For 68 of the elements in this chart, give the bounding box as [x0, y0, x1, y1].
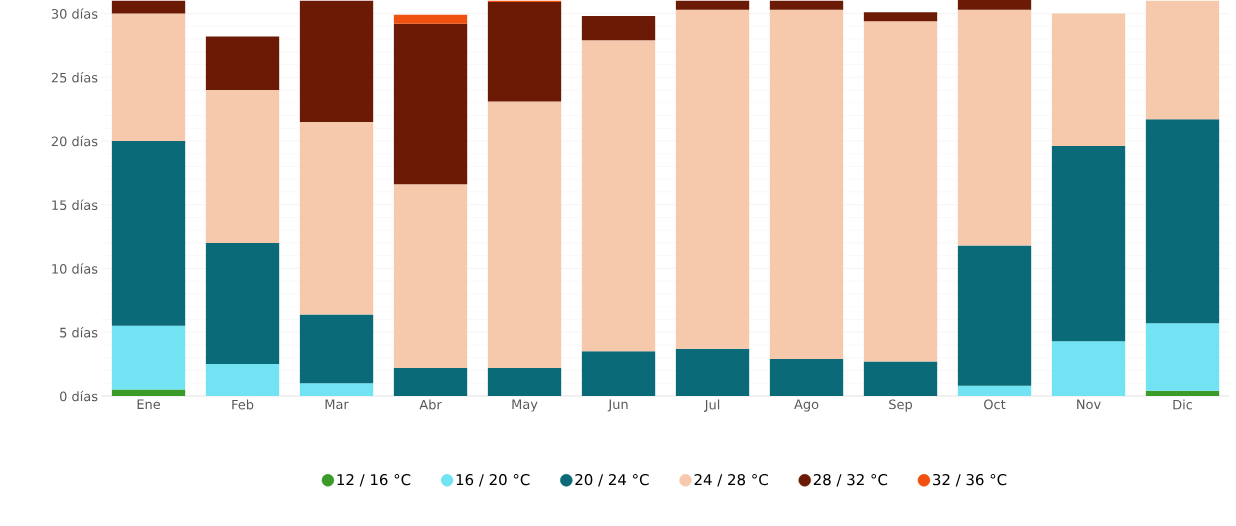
bar: [863, 12, 938, 22]
x-tick-label: Abr: [419, 399, 442, 410]
bar: [111, 13, 186, 142]
bar: [581, 16, 656, 41]
bar: [205, 36, 280, 91]
bar: [299, 383, 374, 396]
bar: [769, 9, 844, 359]
legend-label: 12 / 16 °C: [337, 473, 411, 487]
y-tick-label: 30 días: [51, 8, 98, 19]
bar: [863, 21, 938, 362]
bar: [675, 0, 750, 10]
bar: [769, 0, 844, 10]
bar: [393, 14, 468, 24]
legend-label: 20 / 24 °C: [575, 473, 649, 487]
bar: [205, 364, 280, 396]
bar: [205, 242, 280, 365]
bar: [111, 389, 186, 396]
bar: [1051, 146, 1126, 342]
bar: [675, 348, 750, 396]
y-tick-label: 0 días: [60, 390, 98, 402]
bar: [299, 0, 374, 122]
bar: [1145, 119, 1220, 324]
legend-label: 24 / 28 °C: [694, 473, 768, 487]
y-tick-label: 5 días: [60, 326, 98, 338]
x-tick-label: Ene: [137, 399, 161, 410]
legend-label: 32 / 36 °C: [933, 473, 1007, 487]
bar: [581, 351, 656, 396]
bar: [111, 141, 186, 326]
x-tick-label: Ago: [794, 399, 819, 412]
bar: [487, 101, 562, 368]
bar: [393, 367, 468, 396]
y-tick-label: 15 días: [52, 199, 98, 211]
x-tick-label: Dic: [1173, 399, 1193, 410]
bar: [299, 121, 374, 315]
y-tick-label: 25 días: [51, 72, 98, 83]
x-tick-label: Nov: [1077, 399, 1101, 410]
y-tick-label: 20 días: [51, 135, 98, 147]
bar: [957, 0, 1032, 10]
bar: [769, 358, 844, 396]
bar: [1051, 341, 1126, 396]
bar: [299, 314, 374, 384]
bar: [393, 184, 468, 368]
bar: [111, 0, 186, 14]
bar: [863, 361, 938, 396]
bar: [487, 2, 562, 102]
x-tick-label: Jun: [607, 399, 628, 412]
bar: [957, 385, 1032, 396]
x-tick-label: Feb: [232, 399, 254, 410]
bar: [205, 90, 280, 243]
bar: [487, 367, 562, 396]
x-tick-label: May: [512, 399, 538, 412]
bar: [1145, 323, 1220, 391]
bar: [957, 9, 1032, 246]
legend-label: 28 / 32 °C: [813, 473, 888, 487]
bar: [111, 325, 186, 390]
bar: [1051, 13, 1126, 147]
x-tick-label: Jul: [704, 399, 720, 412]
bar: [675, 9, 750, 349]
bar: [957, 245, 1032, 386]
x-tick-label: Sep: [889, 399, 913, 412]
legend-label: 16 / 20 °C: [456, 473, 530, 487]
bar: [393, 23, 468, 185]
bar: [581, 40, 656, 352]
y-tick-label: 10 días: [52, 263, 98, 274]
x-tick-label: Mar: [325, 399, 349, 410]
bar: [1145, 0, 1220, 120]
x-tick-label: Oct: [984, 399, 1006, 410]
bar: [1145, 390, 1220, 396]
